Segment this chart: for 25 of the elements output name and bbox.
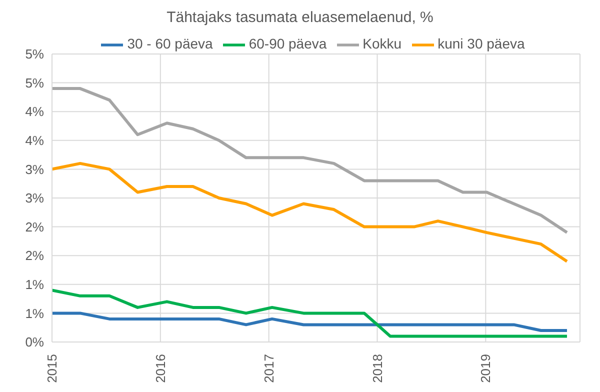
- y-tick-label: 4%: [25, 104, 44, 120]
- x-tick-label: 2018: [370, 354, 385, 383]
- chart-title: Tähtajaks tasumata eluasemelaenud, %: [166, 8, 434, 28]
- y-tick-label: 0%: [25, 334, 44, 350]
- y-tick-label: 1%: [25, 306, 44, 321]
- x-tick-label: 2015: [44, 354, 60, 383]
- y-tick-label: 5%: [25, 75, 44, 90]
- line-series: [52, 87, 568, 234]
- y-tick-label: 2%: [25, 248, 44, 264]
- legend-label: 30 - 60 päeva: [127, 36, 213, 52]
- y-tick-label: 3%: [25, 162, 44, 177]
- line-series: [52, 288, 568, 338]
- y-tick-label: 1%: [25, 277, 44, 292]
- x-tick-label: 2017: [261, 354, 276, 383]
- y-tick-label: 5%: [25, 46, 44, 62]
- y-tick-label: 4%: [25, 133, 44, 148]
- legend-label: 60-90 päeva: [248, 36, 327, 52]
- x-tick-label: 2016: [152, 354, 168, 383]
- x-tick-label: 2019: [478, 354, 494, 383]
- line-series: [52, 162, 568, 263]
- y-tick-label: 3%: [25, 190, 44, 206]
- line-series: [52, 312, 568, 332]
- legend-label: kuni 30 päeva: [438, 36, 525, 52]
- y-tick-label: 2%: [25, 219, 44, 234]
- legend-label: Kokku: [362, 36, 402, 52]
